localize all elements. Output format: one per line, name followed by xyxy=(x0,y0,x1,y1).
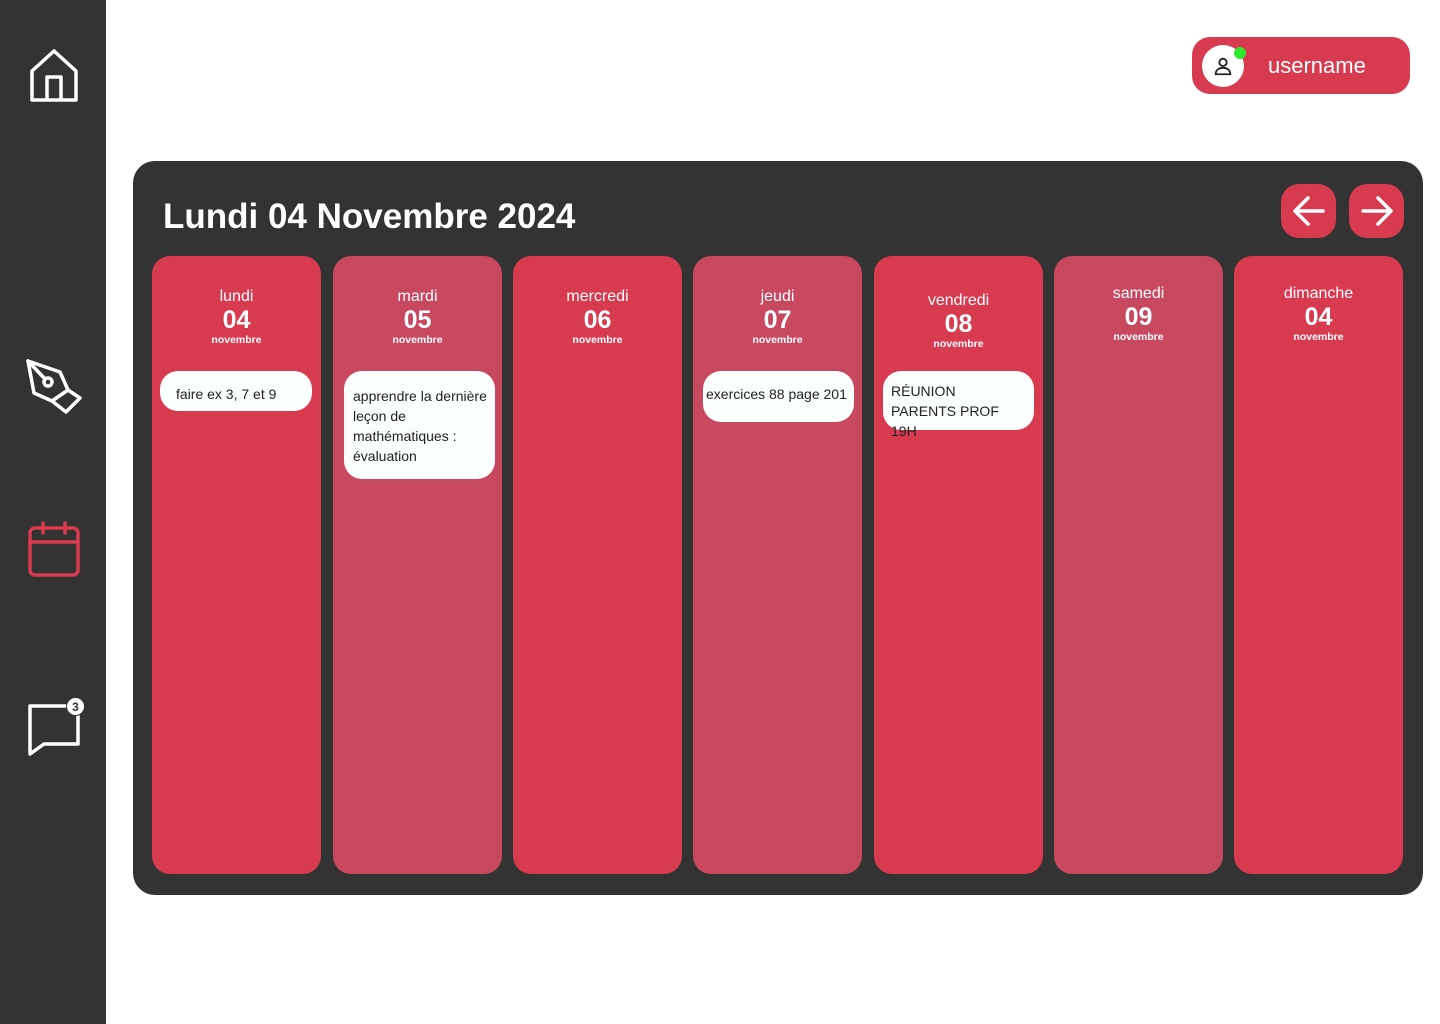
pen-tool-icon xyxy=(24,356,84,416)
day-month: novembre xyxy=(572,334,623,346)
arrow-right-icon xyxy=(1360,196,1393,226)
calendar-icon xyxy=(24,520,84,580)
day-name: mardi xyxy=(397,288,438,305)
day-name: dimanche xyxy=(1283,285,1354,302)
task-card[interactable]: faire ex 3, 7 et 9 xyxy=(160,371,312,411)
day-name: samedi xyxy=(1112,285,1165,302)
user-icon xyxy=(1214,57,1232,76)
arrow-left-icon xyxy=(1292,196,1325,226)
home-icon xyxy=(24,45,84,105)
day-column-vendredi[interactable]: vendredi 08 novembre RÉUNION PARENTS PRO… xyxy=(874,256,1043,874)
day-month: novembre xyxy=(752,334,803,346)
online-status-dot xyxy=(1234,47,1246,59)
task-card[interactable]: apprendre la dernière leçon de mathémati… xyxy=(344,371,495,479)
day-name: jeudi xyxy=(760,288,795,305)
day-column-samedi[interactable]: samedi 09 novembre xyxy=(1054,256,1223,874)
day-name: vendredi xyxy=(927,292,990,309)
day-month: novembre xyxy=(933,338,984,350)
message-badge: 3 xyxy=(66,697,85,716)
day-month: novembre xyxy=(1293,331,1344,343)
task-card[interactable]: RÉUNION PARENTS PROF 19H xyxy=(883,371,1034,439)
day-number: 06 xyxy=(583,306,612,334)
page-title: Lundi 04 Novembre 2024 xyxy=(163,197,576,236)
sidebar-item-calendar[interactable] xyxy=(24,520,84,580)
day-name: lundi xyxy=(219,288,254,305)
day-column-mardi[interactable]: mardi 05 novembre apprendre la dernière … xyxy=(333,256,502,874)
day-number: 05 xyxy=(403,306,432,334)
day-column-mercredi[interactable]: mercredi 06 novembre xyxy=(513,256,682,874)
task-card[interactable]: exercices 88 page 201 xyxy=(703,371,854,422)
day-month: novembre xyxy=(1113,331,1164,343)
day-column-dimanche[interactable]: dimanche 04 novembre xyxy=(1234,256,1403,874)
day-column-lundi[interactable]: lundi 04 novembre faire ex 3, 7 et 9 xyxy=(152,256,321,874)
day-month: novembre xyxy=(211,334,262,346)
day-number: 04 xyxy=(222,306,251,334)
day-month: novembre xyxy=(392,334,443,346)
day-number: 09 xyxy=(1124,303,1153,331)
previous-week-button[interactable] xyxy=(1281,184,1336,238)
day-number: 07 xyxy=(763,306,792,334)
user-profile-button[interactable]: username xyxy=(1192,37,1410,94)
sidebar: 3 xyxy=(0,0,106,1024)
day-name: mercredi xyxy=(566,288,629,305)
weekly-calendar: Lundi 04 Novembre 2024 lundi 04 novembre… xyxy=(133,161,1423,895)
day-number: 04 xyxy=(1304,303,1333,331)
day-column-jeudi[interactable]: jeudi 07 novembre exercices 88 page 201 xyxy=(693,256,862,874)
username-label: username xyxy=(1268,53,1366,78)
sidebar-item-homework[interactable] xyxy=(24,356,84,416)
day-number: 08 xyxy=(944,310,973,338)
next-week-button[interactable] xyxy=(1349,184,1404,238)
sidebar-item-home[interactable] xyxy=(24,45,84,105)
